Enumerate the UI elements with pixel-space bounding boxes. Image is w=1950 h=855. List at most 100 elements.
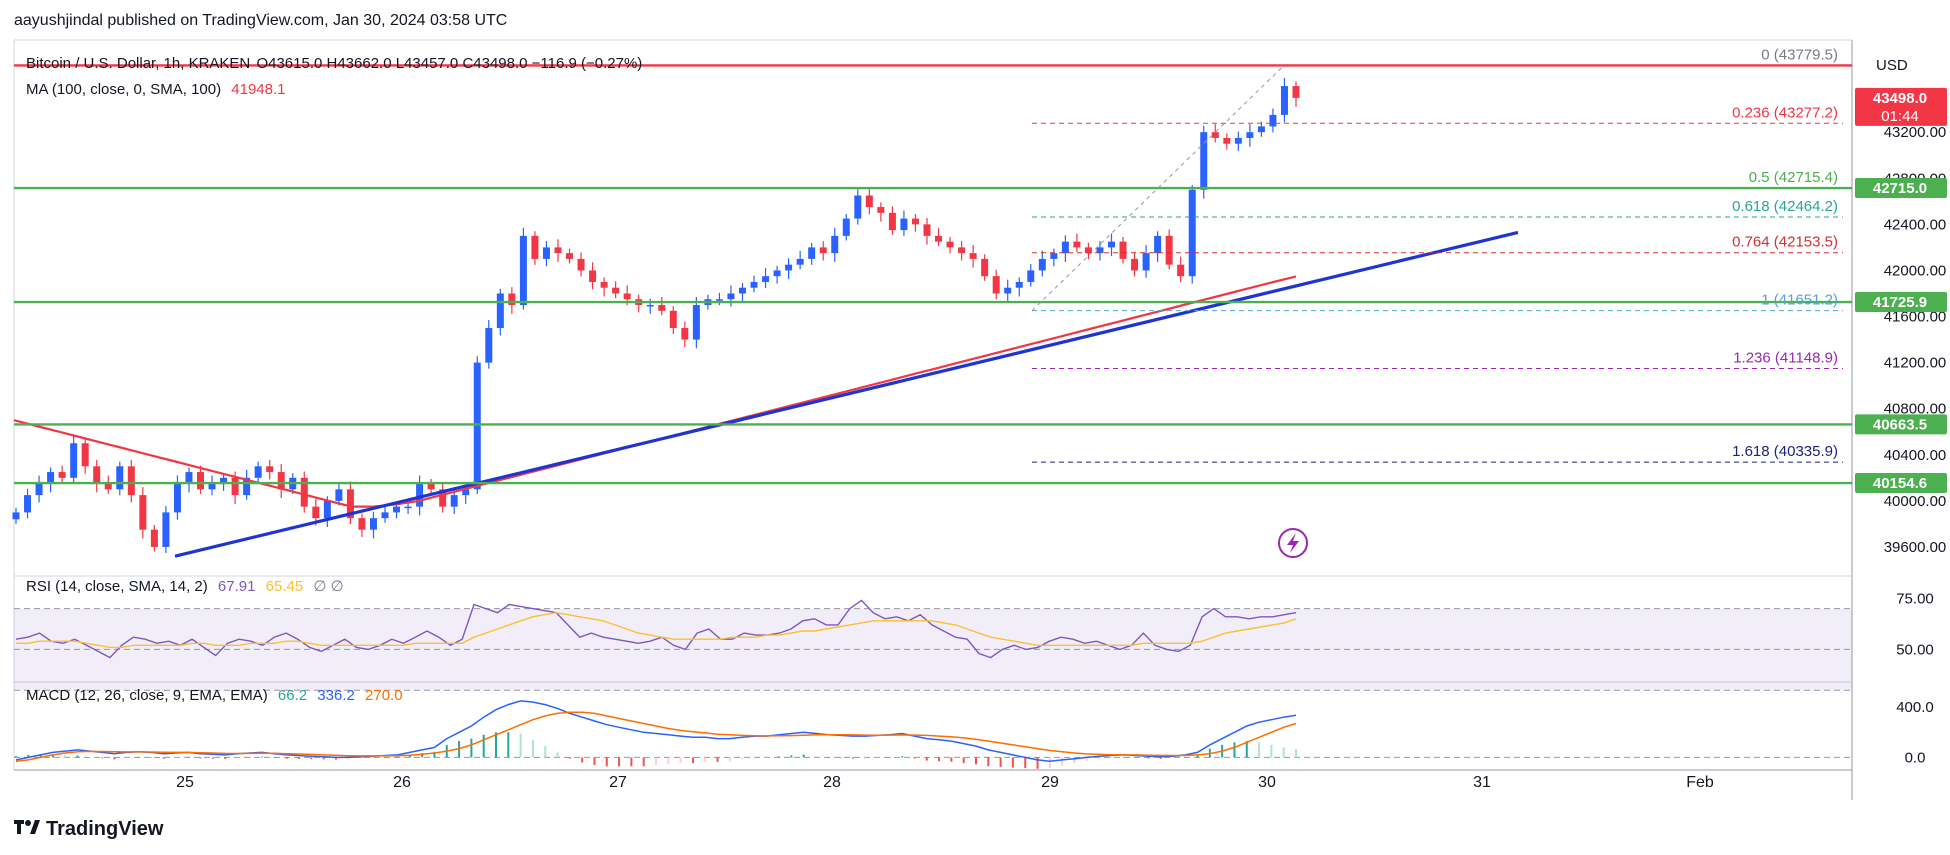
candle [266,459,274,480]
candle-body [1131,258,1139,271]
candle [923,218,931,245]
candle [1154,231,1162,262]
candle [1142,245,1150,278]
macd-pane[interactable] [14,700,1852,769]
candle [727,285,735,307]
candle [1246,124,1254,147]
candle-body [1188,189,1196,277]
time-tick-label: 28 [823,774,841,791]
candle-body [865,195,873,208]
candle-body [1269,114,1277,127]
macd-histogram-bar [310,757,313,760]
candle-body [70,443,78,478]
candle [1269,108,1277,133]
ma-value: 41948.1 [231,81,286,98]
candle-body [1165,235,1173,265]
macd-histogram-bar [125,757,128,758]
candle [300,471,308,513]
candle-body [877,207,885,213]
candle-body [1234,137,1242,144]
macd-tick-label: 400.0 [1896,699,1934,716]
candle-body [346,489,354,519]
candle [369,511,377,539]
price-pane[interactable]: 0 (43779.5) 0.236 (43277.2) 0.5 (42715.4) 0… [12,46,1853,558]
price-label-text: 40663.5 [1873,416,1927,433]
tradingview-logo[interactable]: TradingView [14,818,163,841]
macd-histogram-bar [162,757,165,759]
candle [762,268,770,288]
candle-body [93,466,101,484]
tradingview-logo-text: TradingView [46,818,164,840]
macd-histogram-bar [1036,757,1039,769]
currency-label[interactable]: USD [1876,57,1908,74]
candle [1096,241,1104,261]
price-label-bg [1855,178,1947,199]
candle-body [531,235,539,259]
candle [81,438,89,474]
macd-histogram-bar [347,757,350,760]
candle-body [508,293,516,305]
candle-body [485,328,493,363]
time-tick-label: 30 [1258,774,1276,791]
candle-body [369,518,377,530]
candle [554,239,562,262]
price-label-bg [1855,473,1947,494]
macd-histogram-bar [1024,757,1027,769]
candle [542,241,550,267]
price-tick-label: 40800.00 [1884,401,1947,418]
macd-histogram-bar [655,757,657,765]
candle-body [692,305,700,340]
candle-body [900,218,908,231]
price-axis-label: 40663.5 [1855,414,1947,435]
candle [185,467,193,493]
rsi-pane[interactable] [14,599,1852,691]
candle-body [58,472,66,478]
candle [1107,233,1115,257]
candle-body [208,483,216,490]
candle-body [393,506,401,513]
price-label-text: 43498.0 [1873,90,1927,107]
macd-signal-value: 270.0 [365,687,403,704]
candle-body [658,305,666,311]
macd-histogram-bar [827,757,830,758]
candle-body [958,247,966,254]
candle [935,227,943,247]
candle [785,258,793,280]
candle-body [173,483,181,513]
candle-body [473,362,481,490]
macd-histogram-bar [27,754,30,758]
price-axis[interactable]: 39600.00 40000.00 40400.00 40800.00 41200.00… [1855,87,1947,767]
candle-body [589,270,597,282]
time-axis[interactable]: 25 26 27 28 29 30 31 Feb [176,774,1714,791]
publisher-line: aayushjindal published on TradingView.co… [14,12,508,29]
price-axis-label: 41725.9 [1855,292,1947,313]
macd-histogram-bar [593,757,596,765]
candle-body [715,299,723,301]
macd-histogram-bar [322,757,325,760]
price-label-text: 40154.6 [1873,475,1927,492]
candle-body [1050,253,1058,259]
candle [243,469,251,500]
macd-histogram-bar [507,732,510,758]
macd-histogram-bar [901,756,904,758]
candle [1027,264,1035,287]
candle-body [1015,281,1023,288]
rsi-legend: RSI (14, close, SMA, 14, 2) 67.91 65.45 … [26,577,344,595]
rsi-series-line [16,611,1297,649]
candle [888,206,896,235]
candle-body [1073,241,1081,248]
candle [600,277,608,297]
candle-body [946,241,954,248]
candle-body [1154,235,1162,254]
macd-histogram-bar [913,757,916,759]
candle [658,296,666,316]
candle [1211,124,1219,143]
macd-histogram-bar [568,757,571,759]
macd-histogram-bar [175,757,177,759]
macd-histogram-bar [1282,747,1285,758]
macd-histogram-bar [1073,757,1076,764]
candle [127,459,135,503]
candle [358,513,366,538]
macd-histogram-bar [236,757,239,758]
